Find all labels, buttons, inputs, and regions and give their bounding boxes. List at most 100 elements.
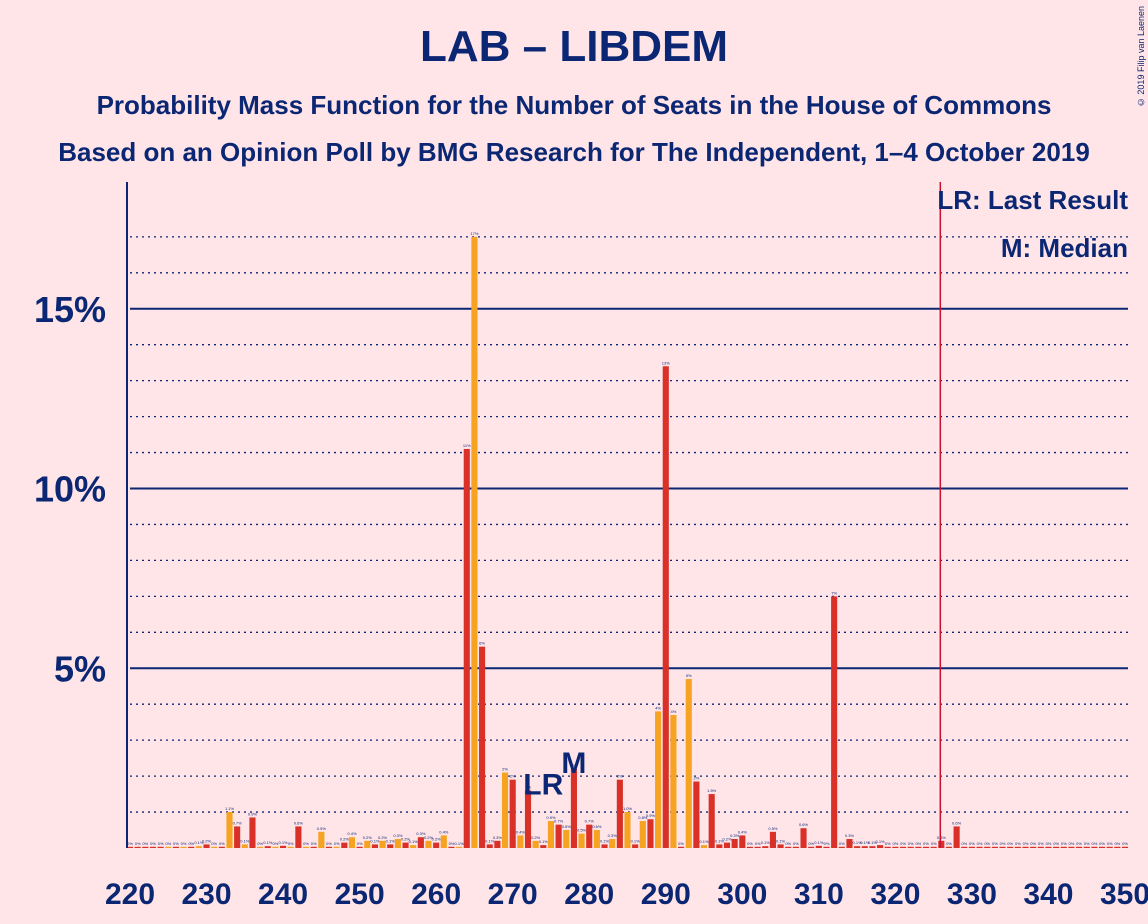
bar-label-seat-293: 5% — [686, 673, 692, 678]
bar-seat-305 — [777, 844, 784, 848]
bar-seat-260 — [433, 842, 440, 848]
bar-label-seat-228: 0% — [188, 841, 194, 846]
bar-seat-277 — [563, 830, 570, 848]
bar-label-seat-236: 0.9% — [248, 811, 258, 816]
bar-seat-328 — [953, 826, 960, 848]
bar-seat-269 — [501, 772, 509, 848]
x-tick-300: 300 — [717, 878, 767, 911]
bar-label-seat-291: 4% — [671, 709, 677, 714]
bar-label-seat-221: 0% — [135, 841, 141, 846]
x-tick-260: 260 — [411, 878, 461, 911]
bar-seat-319 — [884, 846, 891, 848]
bar-seat-291 — [670, 714, 677, 848]
bar-seat-303 — [762, 846, 769, 848]
bar-label-seat-283: 0.3% — [608, 833, 618, 838]
bar-label-seat-246: 0% — [326, 841, 332, 846]
bar-label-seat-249: 0.4% — [347, 831, 357, 836]
bar-seat-310 — [815, 845, 822, 848]
bar-label-seat-295: 0.1% — [699, 839, 709, 844]
bar-seat-278 — [570, 768, 577, 848]
x-tick-240: 240 — [258, 878, 308, 911]
bar-seat-265 — [471, 236, 478, 849]
bar-label-seat-350: 0% — [1122, 841, 1128, 846]
bars — [126, 236, 1129, 849]
bar-label-seat-286: 0.1% — [631, 838, 641, 843]
bar-label-seat-336: 0% — [1015, 841, 1021, 846]
bar-seat-316 — [861, 846, 868, 848]
bar-label-seat-317: 0.1% — [868, 840, 878, 845]
bar-seat-235 — [241, 844, 248, 848]
bar-label-seat-241: 0% — [288, 841, 294, 846]
bar-seat-292 — [678, 846, 685, 848]
bar-seat-262 — [448, 846, 455, 848]
bar-label-seat-265: 17% — [470, 231, 478, 236]
axes — [126, 182, 942, 848]
bar-label-seat-324: 0% — [923, 841, 929, 846]
bar-label-seat-271: 0.4% — [516, 829, 526, 834]
bar-label-seat-292: 0% — [678, 841, 684, 846]
bar-label-seat-270: 2% — [510, 774, 516, 779]
x-tick-310: 310 — [794, 878, 844, 911]
bar-label-seat-240: 0.1% — [279, 840, 289, 845]
bar-seat-285 — [624, 812, 631, 848]
bar-seat-242 — [295, 826, 302, 848]
grid-lines — [130, 236, 1128, 813]
bar-label-seat-342: 0% — [1061, 841, 1067, 846]
bar-seat-234 — [234, 826, 241, 848]
y-tick-15: 15% — [34, 289, 106, 330]
bar-seat-286 — [632, 844, 639, 848]
bar-seat-337 — [1022, 846, 1029, 848]
bar-seat-317 — [869, 846, 876, 848]
bar-seat-251 — [364, 840, 371, 848]
bar-seat-344 — [1076, 846, 1083, 848]
bar-seat-226 — [172, 846, 179, 848]
bar-label-seat-328: 0.6% — [952, 820, 962, 825]
bar-label-seat-231: 0% — [211, 841, 217, 846]
bar-seat-279 — [578, 833, 585, 848]
bar-seat-229 — [195, 846, 202, 848]
legend-last-result: LR: Last Result — [937, 185, 1128, 215]
bar-seat-230 — [203, 844, 210, 848]
bar-seat-274 — [540, 845, 547, 848]
bar-label-seat-220: 0% — [127, 841, 133, 846]
bar-label-seat-262: 0% — [449, 841, 455, 846]
bar-label-seat-303: 0.1% — [761, 840, 771, 845]
bar-label-seat-346: 0% — [1091, 841, 1097, 846]
bar-seat-340 — [1045, 846, 1052, 848]
x-tick-320: 320 — [870, 878, 920, 911]
bar-label-seat-344: 0% — [1076, 841, 1082, 846]
markers: LRM — [523, 747, 586, 802]
bar-label-seat-345: 0% — [1084, 841, 1090, 846]
bar-label-seat-334: 0% — [1000, 841, 1006, 846]
bar-seat-254 — [387, 844, 394, 848]
y-tick-5: 5% — [54, 648, 106, 689]
bar-label-seat-254: 0.1% — [386, 838, 396, 843]
bar-seat-283 — [609, 839, 616, 848]
y-tick-10: 10% — [34, 469, 106, 510]
bar-seat-270 — [509, 779, 516, 848]
bar-label-seat-309: 0% — [808, 841, 814, 846]
bar-seat-296 — [708, 794, 715, 848]
marker-m: M — [561, 747, 586, 780]
bar-seat-261 — [440, 835, 447, 848]
bar-seat-315 — [854, 846, 861, 848]
bar-seat-258 — [417, 837, 424, 848]
bar-label-seat-287: 0.8% — [638, 815, 648, 820]
bar-seat-342 — [1060, 846, 1067, 848]
bar-seat-349 — [1114, 846, 1121, 848]
x-tick-290: 290 — [641, 878, 691, 911]
bar-seat-246 — [325, 846, 333, 848]
bar-label-seat-310: 0.1% — [814, 840, 824, 845]
bar-label-seat-235: 0.1% — [240, 838, 250, 843]
bar-seat-224 — [157, 846, 164, 848]
bar-seat-314 — [846, 839, 853, 848]
bar-seat-293 — [685, 679, 692, 848]
bar-seat-249 — [348, 837, 356, 848]
bar-label-seat-260: 0.2% — [432, 837, 442, 842]
bar-seat-227 — [180, 846, 187, 848]
bar-label-seat-284: 2% — [617, 774, 623, 779]
bar-label-seat-261: 0.4% — [439, 829, 449, 834]
bar-label-seat-281: 0.6% — [592, 824, 602, 829]
bar-seat-321 — [899, 846, 907, 848]
bar-seat-294 — [693, 781, 700, 848]
